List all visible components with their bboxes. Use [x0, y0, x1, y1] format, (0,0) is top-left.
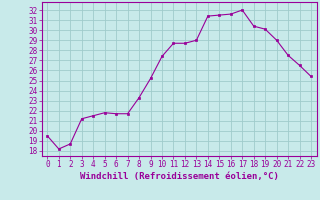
X-axis label: Windchill (Refroidissement éolien,°C): Windchill (Refroidissement éolien,°C) — [80, 172, 279, 181]
